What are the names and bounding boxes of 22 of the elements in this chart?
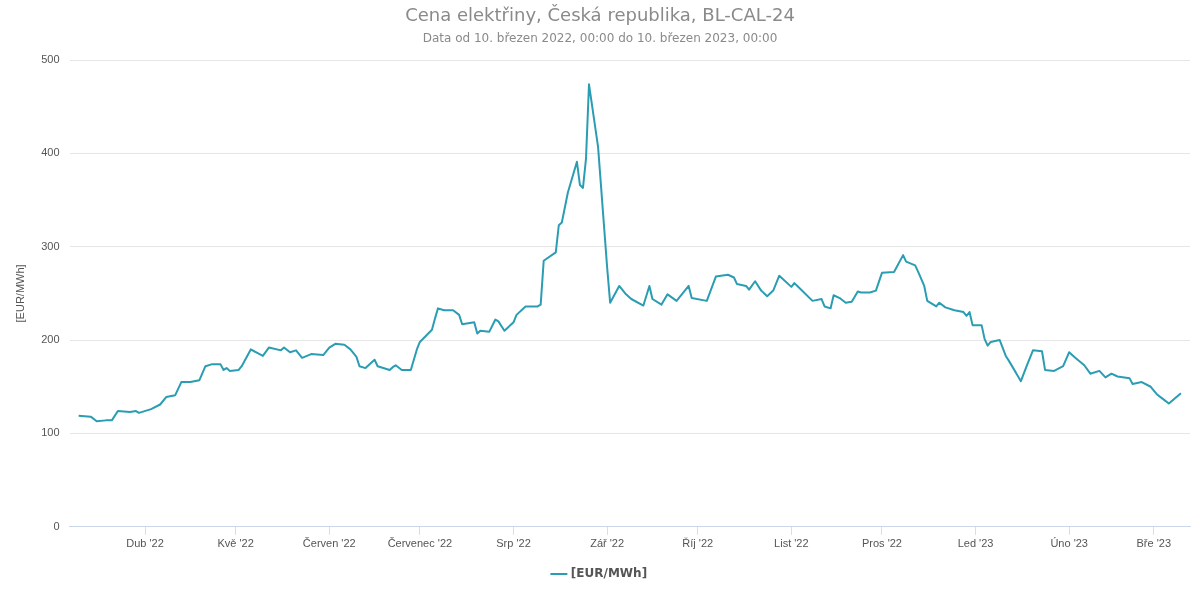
legend-label: [EUR/MWh] — [570, 566, 648, 581]
x-tick-label: Bře '23 — [1136, 537, 1172, 550]
y-tick-label: 100 — [41, 426, 60, 439]
x-tick-label: List '22 — [774, 537, 809, 550]
x-tick-label: Led '23 — [957, 537, 994, 550]
y-tick-label: 200 — [41, 333, 60, 346]
x-tick-label: Zář '22 — [590, 537, 625, 550]
chart-title: Cena elektřiny, Česká republika, BL-CAL-24 — [405, 4, 795, 26]
x-tick-label: Červen '22 — [302, 537, 356, 550]
x-tick-label: Kvě '22 — [217, 537, 254, 550]
y-tick-label: 0 — [53, 519, 60, 532]
x-tick-label: Úno '23 — [1050, 537, 1088, 550]
y-tick-label: 400 — [41, 146, 60, 159]
y-tick-label: 300 — [41, 239, 60, 252]
y-tick-label: 500 — [41, 53, 60, 66]
x-tick-label: Říj '22 — [682, 537, 714, 550]
x-tick-label: Dub '22 — [126, 537, 164, 550]
x-tick-label: Pros '22 — [861, 537, 902, 550]
x-tick-label: Srp '22 — [496, 537, 531, 550]
chart-subtitle: Data od 10. březen 2022, 00:00 do 10. březen 2023, 00:00 — [422, 30, 778, 45]
y-axis-title: [EUR/MWh] — [13, 264, 26, 323]
x-tick-label: Červenec '22 — [387, 537, 453, 550]
